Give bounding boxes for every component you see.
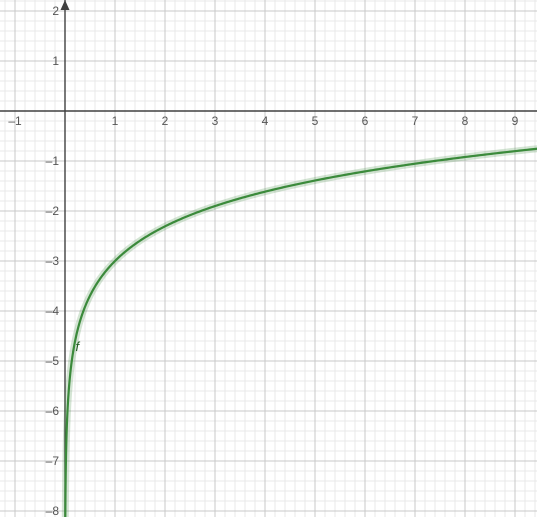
svg-text:7: 7 [412, 114, 419, 128]
svg-text:9: 9 [512, 114, 519, 128]
svg-text:1: 1 [52, 54, 59, 68]
svg-text:–5: –5 [46, 354, 60, 368]
svg-text:3: 3 [212, 114, 219, 128]
svg-text:–7: –7 [46, 454, 60, 468]
svg-text:8: 8 [462, 114, 469, 128]
svg-text:–4: –4 [46, 304, 60, 318]
svg-text:2: 2 [52, 4, 59, 18]
svg-text:–1: –1 [8, 114, 22, 128]
svg-text:2: 2 [162, 114, 169, 128]
svg-text:4: 4 [262, 114, 269, 128]
svg-text:6: 6 [362, 114, 369, 128]
svg-text:–8: –8 [46, 504, 60, 517]
svg-text:–6: –6 [46, 404, 60, 418]
svg-text:–2: –2 [46, 204, 60, 218]
svg-text:–3: –3 [46, 254, 60, 268]
svg-text:–1: –1 [46, 154, 60, 168]
svg-text:5: 5 [312, 114, 319, 128]
function-plot[interactable]: –112345678921–1–2–3–4–5–6–7–8f [0, 0, 537, 517]
plot-background [0, 0, 537, 517]
svg-text:1: 1 [112, 114, 119, 128]
